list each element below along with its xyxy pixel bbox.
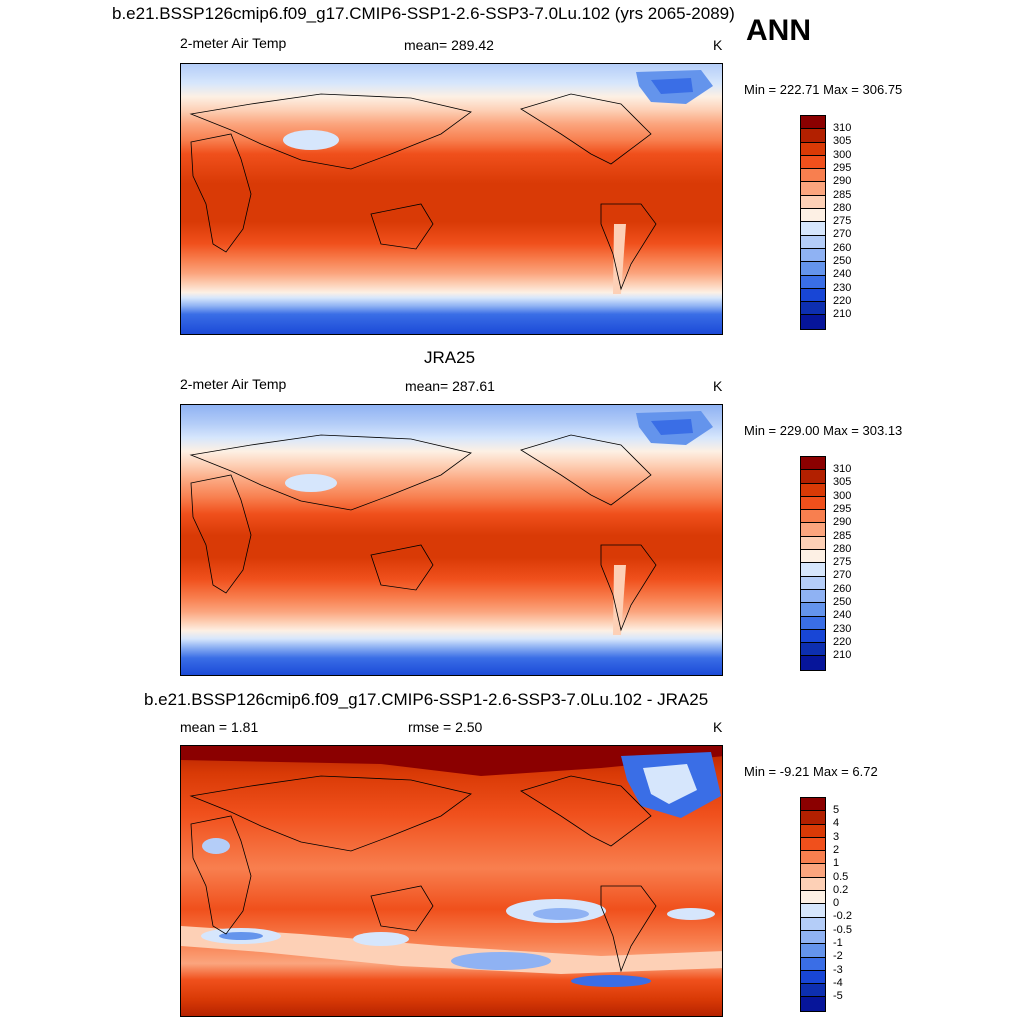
tick-label: 300	[833, 148, 852, 161]
panel1-mean-label: mean= 289.42	[404, 37, 494, 53]
panel3-rmse-label: rmse = 2.50	[408, 719, 483, 735]
tick-label: 305	[833, 135, 852, 148]
tick-label: 290	[833, 516, 852, 529]
panel1-units: K	[713, 37, 723, 53]
tick-label: 1	[833, 857, 840, 870]
panel2-minmax: Min = 229.00 Max = 303.13	[744, 423, 903, 438]
tick-label: 285	[833, 188, 852, 201]
tick-label: 250	[833, 596, 852, 608]
tick-label: 310	[833, 122, 852, 134]
tick-label: 5	[833, 804, 840, 816]
tick-label: 280	[833, 201, 852, 214]
season-label: ANN	[746, 14, 811, 47]
panel2-mean-label: mean= 287.61	[405, 378, 495, 394]
tick-label: 250	[833, 255, 852, 267]
panel3-title: b.e21.BSSP126cmip6.f09_g17.CMIP6-SSP1-2.…	[144, 690, 709, 709]
tick-label: 220	[833, 294, 852, 307]
tick-label: 0	[833, 897, 840, 910]
tick-label: 240	[833, 268, 852, 281]
tick-label: 4	[833, 817, 840, 830]
tick-label: 210	[833, 308, 852, 321]
tick-label: 260	[833, 582, 852, 595]
tick-label: 210	[833, 649, 852, 662]
panel3-map	[180, 745, 723, 1017]
panel3-colorbar	[800, 797, 826, 1012]
tick-label: 260	[833, 241, 852, 254]
tick-label: 0.5	[833, 870, 849, 883]
tick-label: 295	[833, 161, 852, 174]
panel1-variable-label: 2-meter Air Temp	[180, 35, 287, 51]
panel2-title: JRA25	[424, 348, 476, 367]
tick-label: 220	[833, 635, 852, 648]
tick-label: 2	[833, 843, 840, 856]
panel2-colorbar	[800, 456, 826, 671]
tick-label: 295	[833, 502, 852, 515]
tick-label: 275	[833, 215, 852, 228]
panel1-map	[180, 63, 723, 335]
tick-label: 270	[833, 569, 852, 582]
tick-label: -4	[833, 976, 843, 989]
panel3-units: K	[713, 719, 723, 735]
tick-label: 310	[833, 463, 852, 475]
tick-label: 240	[833, 609, 852, 622]
tick-label: -0.2	[833, 910, 852, 923]
tick-label: -1	[833, 937, 843, 949]
tick-label: 230	[833, 622, 852, 635]
tick-label: -3	[833, 963, 843, 976]
panel1-colorbar	[800, 115, 826, 330]
panel2-units: K	[713, 378, 723, 394]
tick-label: 300	[833, 489, 852, 502]
panel3-mean-label: mean = 1.81	[180, 719, 259, 735]
tick-label: 230	[833, 281, 852, 294]
tick-label: 3	[833, 830, 840, 843]
tick-label: 290	[833, 175, 852, 188]
tick-label: 280	[833, 542, 852, 555]
tick-label: 305	[833, 476, 852, 489]
tick-label: -2	[833, 950, 843, 963]
panel3-minmax: Min = -9.21 Max = 6.72	[744, 764, 878, 779]
tick-label: 275	[833, 556, 852, 569]
panel1-title: b.e21.BSSP126cmip6.f09_g17.CMIP6-SSP1-2.…	[112, 4, 735, 23]
panel2-variable-label: 2-meter Air Temp	[180, 376, 287, 392]
panel2-map	[180, 404, 723, 676]
tick-label: 285	[833, 529, 852, 542]
tick-label: 0.2	[833, 883, 849, 896]
tick-label: 270	[833, 228, 852, 241]
tick-label: -5	[833, 990, 843, 1003]
tick-label: -0.5	[833, 923, 852, 936]
panel1-minmax: Min = 222.71 Max = 306.75	[744, 82, 903, 97]
